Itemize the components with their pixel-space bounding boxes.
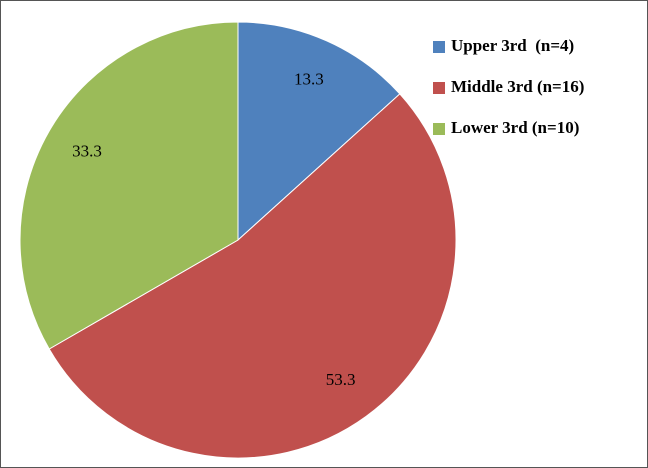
pie-slice bbox=[19, 21, 239, 350]
legend-label: Middle 3rd (n=16) bbox=[451, 77, 584, 96]
pie-slice bbox=[48, 93, 457, 459]
legend-swatch bbox=[433, 82, 445, 94]
pie-slice bbox=[237, 21, 401, 242]
legend-swatch bbox=[433, 41, 445, 53]
data-label: 13.3 bbox=[294, 70, 324, 89]
data-label: 33.3 bbox=[72, 142, 102, 161]
legend-swatch bbox=[433, 123, 445, 135]
legend-label: Upper 3rd (n=4) bbox=[451, 36, 574, 55]
legend-label: Lower 3rd (n=10) bbox=[451, 118, 579, 137]
data-label: 53.3 bbox=[326, 370, 356, 389]
